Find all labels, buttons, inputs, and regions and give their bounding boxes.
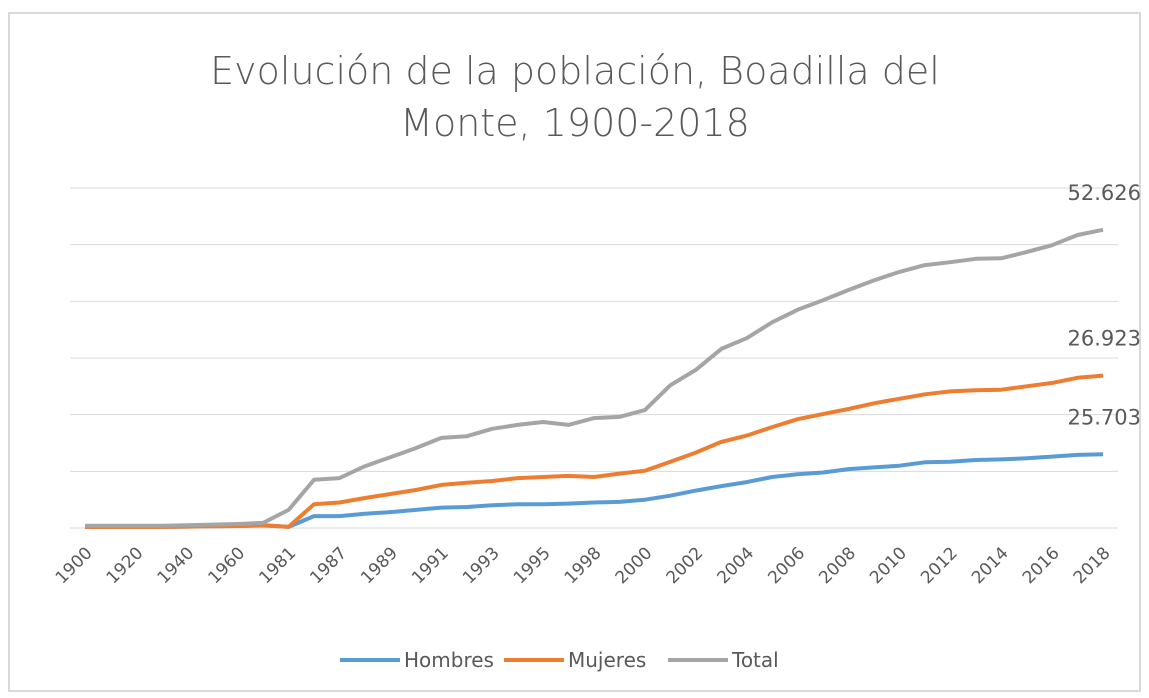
line-series — [85, 452, 1104, 529]
x-tick-label: 1900 — [52, 543, 97, 588]
x-tick-label: 2016 — [1019, 543, 1064, 588]
x-tick-label: 2010 — [866, 543, 911, 588]
x-tick-label: 1920 — [103, 543, 148, 588]
x-tick-label: 1991 — [408, 543, 453, 588]
line-series — [85, 373, 1104, 529]
x-tick-label: 2012 — [917, 543, 962, 588]
x-tick-label: 2018 — [1070, 543, 1115, 588]
x-tick-label: 2014 — [968, 543, 1013, 588]
legend-label: Total — [731, 648, 779, 672]
x-tick-label: 1989 — [357, 543, 402, 588]
x-tick-label: 1940 — [154, 543, 199, 588]
x-tick-label: 2000 — [612, 543, 657, 588]
x-tick-label: 2008 — [815, 543, 860, 588]
x-tick-label: 2002 — [663, 543, 708, 588]
chart-title: Evolución de la población, Boadilla del … — [210, 49, 940, 145]
x-tick-label: 1993 — [459, 543, 504, 588]
x-tick-label: 1998 — [561, 543, 606, 588]
legend-label: Mujeres — [568, 648, 646, 672]
line-series — [85, 227, 1104, 528]
chart-frame — [8, 12, 1141, 692]
data-label: 25.703 — [1068, 405, 1141, 429]
x-tick-label: 1987 — [306, 543, 351, 588]
x-tick-label: 1960 — [204, 543, 249, 588]
data-label: 52.626 — [1068, 181, 1141, 205]
data-label: 26.923 — [1068, 327, 1141, 351]
x-tick-label: 1981 — [255, 543, 300, 588]
legend-label: Hombres — [404, 648, 494, 672]
x-tick-label: 2006 — [764, 543, 809, 588]
x-tick-label: 2004 — [714, 543, 759, 588]
x-tick-label: 1995 — [510, 543, 555, 588]
